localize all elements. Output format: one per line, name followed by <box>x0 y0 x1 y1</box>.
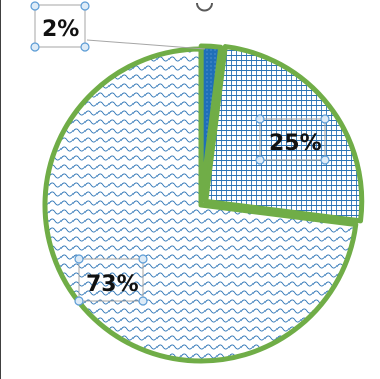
leader-line <box>86 39 206 50</box>
resize-handle[interactable] <box>320 155 330 165</box>
resize-handle[interactable] <box>30 1 40 11</box>
resize-handle[interactable] <box>320 114 330 124</box>
pie-slice-73[interactable] <box>42 46 359 364</box>
resize-handle[interactable] <box>255 155 265 165</box>
pie-slice-2[interactable] <box>198 43 224 205</box>
resize-handle[interactable] <box>74 254 84 264</box>
pie-slices <box>42 43 365 364</box>
resize-handle[interactable] <box>74 296 84 306</box>
selection-box <box>34 4 86 48</box>
data-label-25-text: 25% <box>269 131 322 156</box>
data-label-73[interactable]: 73% <box>74 254 148 306</box>
data-label-25[interactable]: 25% <box>255 114 330 165</box>
data-label-2[interactable]: 2% <box>30 1 90 52</box>
data-label-73-text: 73% <box>86 272 139 297</box>
resize-handle[interactable] <box>138 296 148 306</box>
resize-handle[interactable] <box>80 1 90 11</box>
pie-slice-25[interactable] <box>203 44 365 224</box>
data-label-2-text: 2% <box>42 17 79 42</box>
cutoff-glyph <box>196 2 213 12</box>
selection-box <box>259 118 326 161</box>
resize-handle[interactable] <box>138 254 148 264</box>
resize-handle[interactable] <box>80 42 90 52</box>
resize-handle[interactable] <box>255 114 265 124</box>
selection-box <box>78 258 144 302</box>
resize-handle[interactable] <box>30 42 40 52</box>
